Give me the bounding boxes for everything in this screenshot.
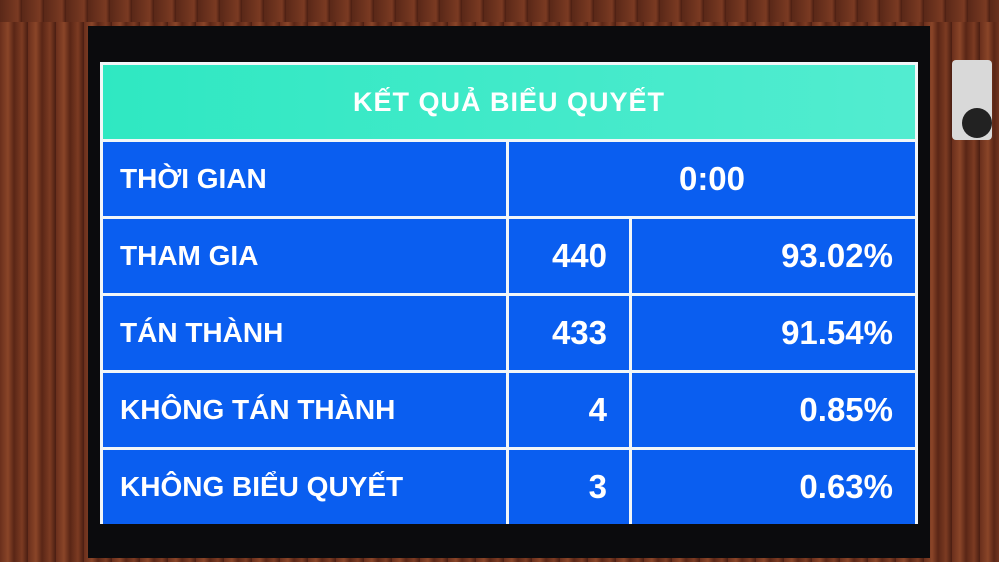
row-percent: 0.63%	[632, 450, 915, 524]
wood-panel-top	[0, 0, 999, 22]
row-label: KHÔNG BIỂU QUYẾT	[103, 450, 506, 524]
row-percent: 91.54%	[632, 296, 915, 370]
time-value: 0:00	[509, 142, 915, 216]
time-label: THỜI GIAN	[103, 142, 506, 216]
row-label: KHÔNG TÁN THÀNH	[103, 373, 506, 447]
vote-result-screen: KẾT QUẢ BIỂU QUYẾT THỜI GIAN 0:00 THAM G…	[100, 62, 918, 524]
row-label: THAM GIA	[103, 219, 506, 293]
row-percent: 0.85%	[632, 373, 915, 447]
row-count: 4	[509, 373, 629, 447]
row-percent: 93.02%	[632, 219, 915, 293]
result-title: KẾT QUẢ BIỂU QUYẾT	[103, 65, 915, 139]
row-label: TÁN THÀNH	[103, 296, 506, 370]
row-count: 3	[509, 450, 629, 524]
row-count: 440	[509, 219, 629, 293]
camera-icon	[952, 60, 992, 140]
row-count: 433	[509, 296, 629, 370]
